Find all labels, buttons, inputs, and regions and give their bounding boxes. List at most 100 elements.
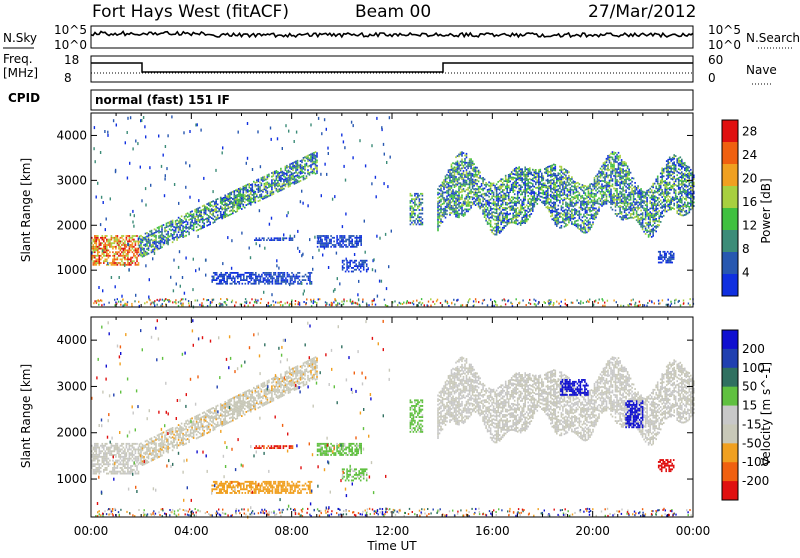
heatmap-cell [467,183,469,185]
heatmap-cell [130,246,132,248]
heatmap-cell [666,160,668,162]
heatmap-cell [115,259,117,261]
heatmap-cell [683,215,685,217]
heatmap-cell [552,208,554,210]
heatmap-cell [524,219,526,221]
heatmap-cell [354,237,356,239]
heatmap-cell [494,203,496,205]
heatmap-cell [211,201,213,203]
heatmap-cell [531,213,533,215]
heatmap-cell [193,224,195,226]
heatmap-cell [295,161,297,163]
heatmap-cell [627,184,629,186]
heatmap-cell [478,200,480,202]
heatmap-cell [264,176,266,178]
heatmap-cell [499,193,501,195]
heatmap-cell [550,165,552,167]
heatmap-cell [305,274,307,276]
heatmap-cell [485,182,487,184]
heatmap-cell [586,203,588,205]
heatmap-cell [229,200,231,202]
heatmap-cell [300,166,302,168]
heatmap-cell [232,204,234,206]
heatmap-cell [452,184,454,186]
heatmap-cell [490,186,492,188]
heatmap-cell [283,184,285,186]
heatmap-cell [484,193,486,195]
heatmap-cell [130,244,132,246]
heatmap-cell [351,267,353,269]
heatmap-cell [488,199,490,201]
heatmap-cell [255,184,257,186]
heatmap-cell [256,181,258,183]
heatmap-cell [648,231,650,233]
heatmap-cell [591,226,593,228]
heatmap-cell [233,277,235,279]
heatmap-cell [205,213,207,215]
heatmap-cell [667,161,669,163]
heatmap-cell [597,211,599,213]
heatmap-cell [600,180,602,182]
heatmap-cell [209,222,211,224]
heatmap-cell [105,244,107,246]
heatmap-cell [603,173,605,175]
heatmap-cell [445,177,447,179]
heatmap-cell [493,201,495,203]
heatmap-cell [181,215,183,217]
heatmap-cell [252,198,254,200]
heatmap-cell [648,218,650,220]
heatmap-cell [633,208,635,210]
heatmap-cell [565,203,567,205]
heatmap-cell [289,185,291,187]
heatmap-cell [520,224,522,226]
heatmap-cell [680,165,682,167]
heatmap-cell [529,187,531,189]
heatmap-cell [639,204,641,206]
heatmap-cell [470,167,472,169]
heatmap-cell [546,201,548,203]
heatmap-cell [577,194,579,196]
heatmap-cell [588,194,590,196]
heatmap-cell [261,276,263,278]
heatmap-cell [117,244,119,246]
heatmap-cell [437,210,439,212]
heatmap-cell [654,197,656,199]
heatmap-cell [502,191,504,193]
heatmap-cell [493,192,495,194]
heatmap-cell [458,155,460,157]
heatmap-cell [680,205,682,207]
heatmap-cell [630,172,632,174]
heatmap-cell [669,207,671,209]
heatmap-cell [276,279,278,281]
heatmap-cell [502,229,504,231]
heatmap-cell [470,201,472,203]
heatmap-cell [622,201,624,203]
heatmap-cell [490,206,492,208]
heatmap-cell [320,246,322,248]
heatmap-cell [583,197,585,199]
heatmap-cell [544,197,546,199]
heatmap-cell [420,220,422,222]
heatmap-cell [622,165,624,167]
heatmap-cell [506,202,508,204]
heatmap-cell [151,250,153,252]
heatmap-cell [467,173,469,175]
heatmap-cell [655,211,657,213]
heatmap-cell [598,206,600,208]
heatmap-cell [185,228,187,230]
heatmap-cell [461,173,463,175]
heatmap-cell [627,201,629,203]
heatmap-cell [562,200,564,202]
heatmap-cell [313,161,315,163]
heatmap-cell [616,158,618,160]
heatmap-cell [300,167,302,169]
heatmap-cell [267,272,269,274]
heatmap-cell [543,197,545,199]
heatmap-cell [562,183,564,185]
heatmap-cell [547,188,549,190]
heatmap-cell [230,272,232,274]
heatmap-cell [564,183,566,185]
heatmap-cell [649,222,651,224]
heatmap-cell [585,209,587,211]
heatmap-cell [613,162,615,164]
